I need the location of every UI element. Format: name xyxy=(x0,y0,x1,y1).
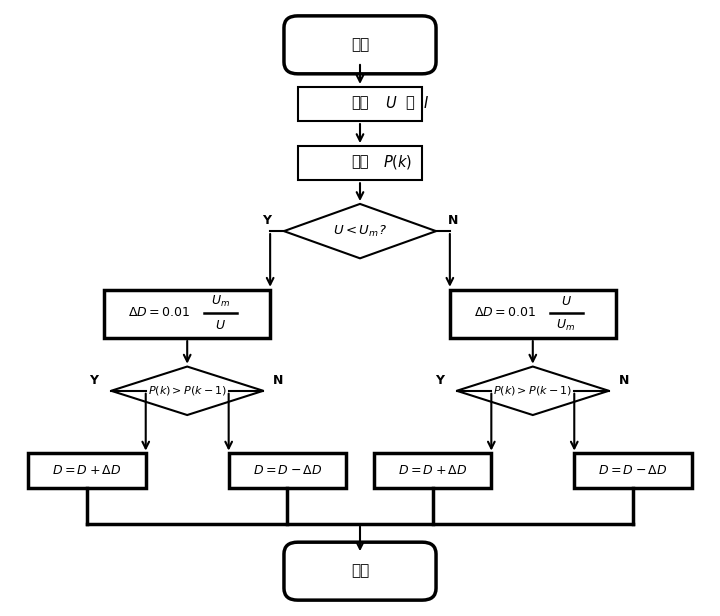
FancyBboxPatch shape xyxy=(298,87,422,121)
Text: N: N xyxy=(619,374,629,387)
Text: $D=D-\Delta D$: $D=D-\Delta D$ xyxy=(253,464,322,477)
FancyBboxPatch shape xyxy=(450,290,616,338)
FancyBboxPatch shape xyxy=(104,290,270,338)
Text: $U_m$: $U_m$ xyxy=(211,294,230,309)
Text: $U$: $U$ xyxy=(385,95,397,111)
Text: 开始: 开始 xyxy=(351,38,369,52)
Polygon shape xyxy=(284,204,436,258)
Text: $D=D+\Delta D$: $D=D+\Delta D$ xyxy=(53,464,122,477)
Text: 计算: 计算 xyxy=(351,155,369,169)
FancyBboxPatch shape xyxy=(298,146,422,180)
Text: $\Delta D$$=$$0.01$: $\Delta D$$=$$0.01$ xyxy=(128,306,191,319)
Text: 、: 、 xyxy=(405,95,414,110)
Text: N: N xyxy=(274,374,284,387)
FancyBboxPatch shape xyxy=(575,453,692,488)
Text: N: N xyxy=(448,214,459,227)
Text: $U$: $U$ xyxy=(215,319,226,332)
FancyBboxPatch shape xyxy=(229,453,346,488)
Text: $\Delta D$$=$$0.01$: $\Delta D$$=$$0.01$ xyxy=(474,306,536,319)
Text: Y: Y xyxy=(89,374,99,387)
Text: $U$$<$$U_m$?: $U$$<$$U_m$? xyxy=(333,224,387,238)
Text: 采集: 采集 xyxy=(351,95,369,110)
Text: 返回: 返回 xyxy=(351,564,369,578)
FancyBboxPatch shape xyxy=(284,16,436,74)
Polygon shape xyxy=(111,367,264,415)
Text: $P(k)$: $P(k)$ xyxy=(383,153,413,171)
FancyBboxPatch shape xyxy=(374,453,491,488)
FancyBboxPatch shape xyxy=(284,542,436,600)
Text: $I$: $I$ xyxy=(423,95,428,111)
Text: $P(k)$$>$$P(k-1)$: $P(k)$$>$$P(k-1)$ xyxy=(148,384,227,397)
Text: Y: Y xyxy=(435,374,444,387)
Text: $D=D+\Delta D$: $D=D+\Delta D$ xyxy=(398,464,467,477)
Text: $D=D-\Delta D$: $D=D-\Delta D$ xyxy=(598,464,667,477)
Polygon shape xyxy=(456,367,609,415)
Text: $P(k)$$>$$P(k-1)$: $P(k)$$>$$P(k-1)$ xyxy=(493,384,572,397)
Text: Y: Y xyxy=(262,214,271,227)
Text: $U$: $U$ xyxy=(561,295,572,308)
Text: $U_m$: $U_m$ xyxy=(557,318,575,333)
FancyBboxPatch shape xyxy=(28,453,145,488)
